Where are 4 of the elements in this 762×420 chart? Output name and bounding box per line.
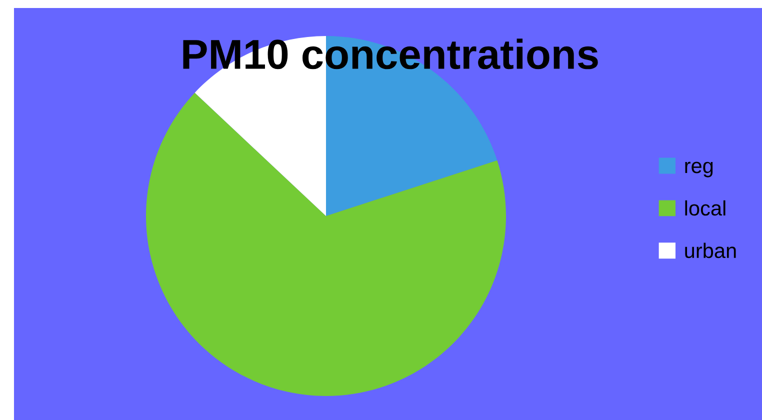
pie-slice xyxy=(146,92,506,396)
legend-label: local xyxy=(685,200,726,216)
legend-label: urban xyxy=(685,242,736,258)
legend-label: reg xyxy=(685,162,713,178)
